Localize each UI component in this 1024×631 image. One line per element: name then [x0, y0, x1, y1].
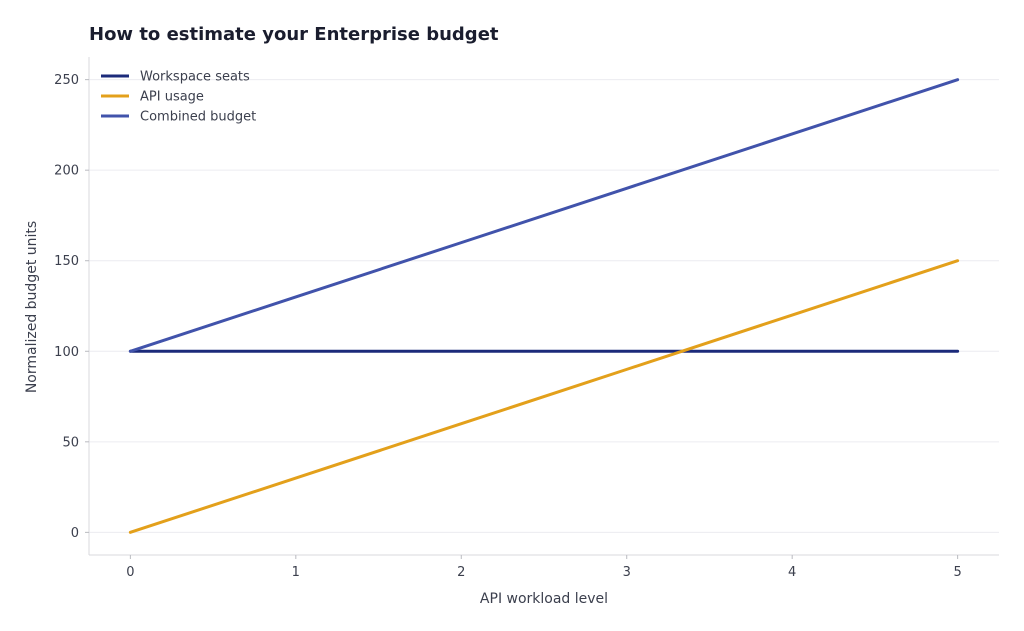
x-tick-label-3: 3	[623, 565, 631, 580]
ticks: 0 50 100 150 200 250 0 1 2 3 4 5	[54, 73, 962, 580]
y-tick-label-150: 150	[54, 254, 79, 269]
x-tick-label-1: 1	[292, 565, 300, 580]
legend-label-combined-budget: Combined budget	[140, 110, 256, 125]
y-tick-label-100: 100	[54, 345, 79, 360]
x-tick-label-0: 0	[126, 565, 134, 580]
y-tick-label-0: 0	[71, 526, 79, 541]
chart-title: How to estimate your Enterprise budget	[89, 24, 499, 45]
legend-label-api-usage: API usage	[140, 90, 204, 105]
legend: Workspace seats API usage Combined budget	[101, 70, 256, 125]
x-tick-label-4: 4	[788, 565, 796, 580]
legend-label-workspace-seats: Workspace seats	[140, 70, 250, 85]
y-tick-label-250: 250	[54, 73, 79, 88]
y-tick-label-200: 200	[54, 164, 79, 179]
grid	[89, 79, 999, 533]
series-lines	[128, 78, 960, 534]
x-tick-label-5: 5	[953, 565, 961, 580]
y-axis-label: Normalized budget units	[24, 221, 40, 393]
y-tick-label-50: 50	[62, 435, 79, 450]
x-tick-label-2: 2	[457, 565, 465, 580]
x-axis-label: API workload level	[480, 591, 608, 607]
axes	[88, 57, 999, 556]
series-line-api-usage	[128, 259, 960, 534]
series-line-combined-budget	[128, 78, 960, 353]
